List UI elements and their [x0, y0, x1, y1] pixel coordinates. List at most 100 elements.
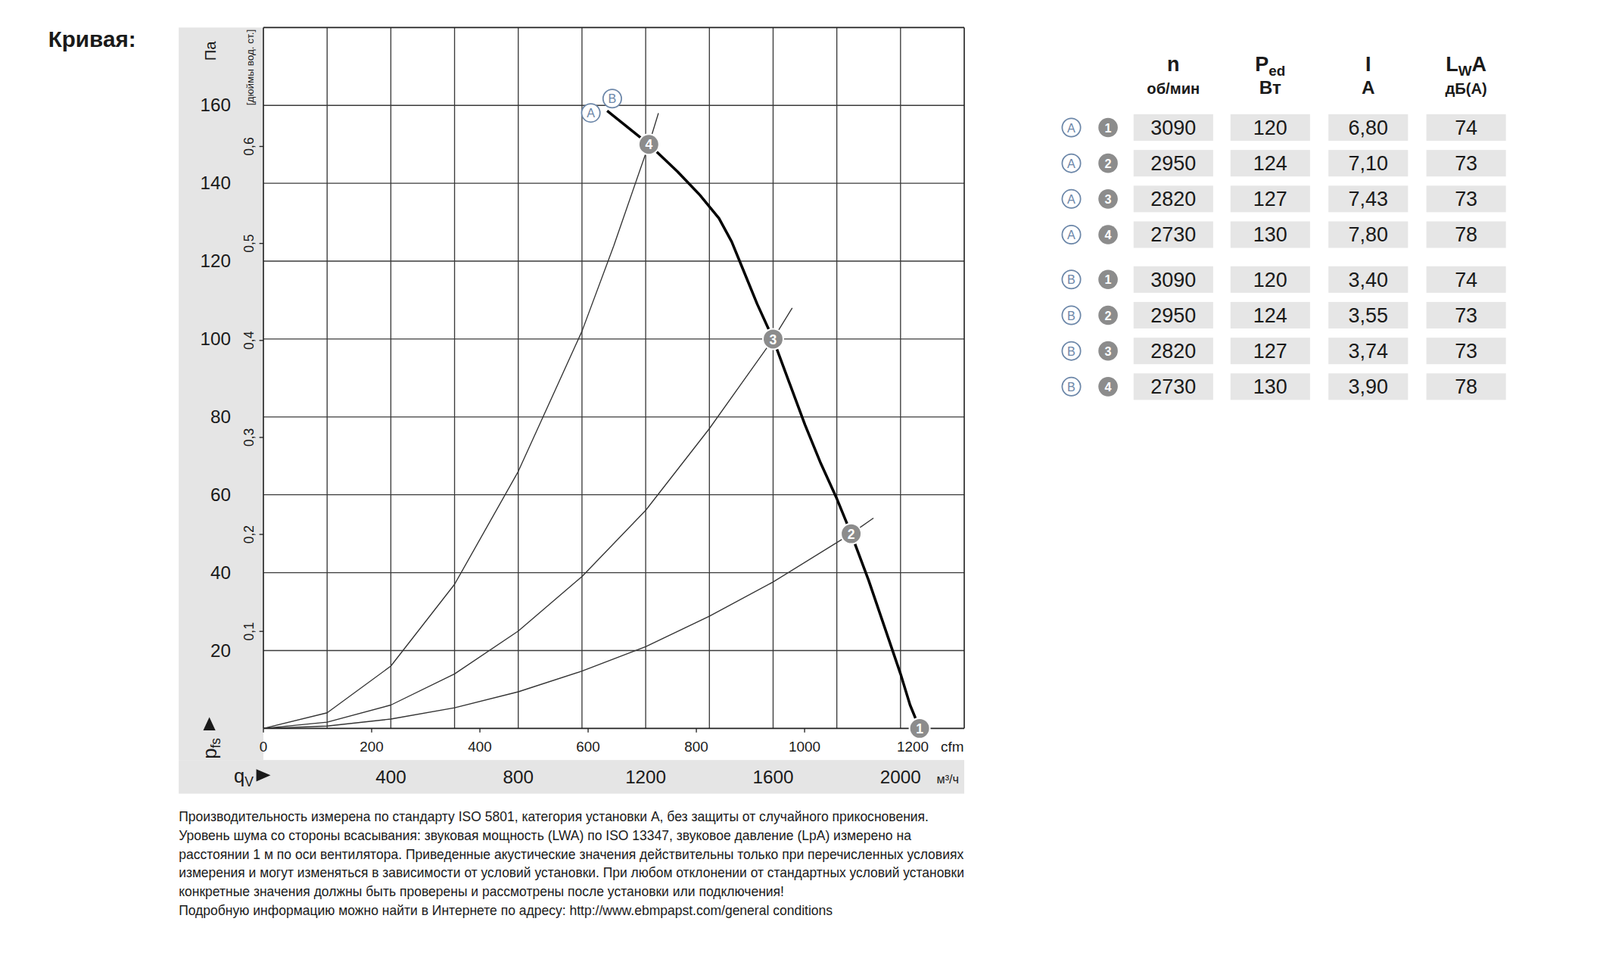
cell: 7,43 [1348, 187, 1389, 211]
cell-box [1328, 373, 1408, 400]
y2-tick [259, 242, 264, 244]
column-head-sub: ed [1268, 62, 1286, 79]
row-point: 3 [1105, 344, 1112, 358]
system-curve [263, 113, 659, 729]
frame-right [963, 27, 965, 729]
cell: 2730 [1150, 375, 1196, 399]
footnote-line: Производительность измерена по стандарту… [178, 809, 929, 825]
grid-line-y [263, 338, 965, 340]
x2-tick [803, 728, 805, 732]
row-curve-circle [1061, 270, 1081, 289]
y-axis-title-sub: fs [208, 737, 224, 749]
column-head-name: n [1167, 52, 1180, 76]
footnote-line: расстоянии 1 м по оси вентилятора. Приве… [178, 846, 964, 863]
grid-line-x-minor [326, 27, 328, 729]
cell-box [1230, 337, 1311, 365]
cell: 3,90 [1348, 375, 1389, 399]
y2-tick-label: 0,3 [241, 428, 257, 447]
row-point: 1 [1105, 121, 1112, 135]
cell-box [1426, 149, 1507, 177]
y-tick-label: 40 [210, 562, 231, 583]
grid-line-y [263, 416, 965, 418]
row-curve-circle [1061, 189, 1081, 209]
cell: 78 [1454, 375, 1478, 399]
grid-line-y [263, 572, 965, 573]
curve-label: A [586, 105, 595, 120]
y-tick-label: 80 [210, 406, 231, 427]
x2-tick-label: 400 [467, 738, 492, 755]
x2-tick [695, 728, 697, 732]
column-unit: A [1361, 77, 1376, 98]
cell: 2820 [1150, 187, 1196, 211]
grid-line-y [263, 650, 965, 651]
cell-box [1133, 185, 1214, 212]
x-tick-label: 1600 [752, 766, 794, 788]
cell-box [1426, 266, 1507, 293]
grid-line-x [899, 27, 901, 729]
x2-tick-label: 1000 [788, 738, 821, 755]
operating-point-label: 3 [769, 332, 778, 348]
y-tick-label: 60 [210, 484, 231, 505]
y-axis-title-main: p [199, 748, 221, 760]
cell: 73 [1454, 187, 1478, 211]
cell: 7,10 [1348, 152, 1389, 175]
y2-tick [259, 339, 264, 341]
footnote-line: измерения и могут изменяться в зависимос… [178, 865, 965, 881]
cell-box [1426, 301, 1507, 329]
cell-box [1133, 114, 1214, 141]
cell-box [1133, 337, 1214, 365]
x2-tick [370, 728, 372, 732]
row-point: 1 [1105, 272, 1112, 287]
row-point: 4 [1105, 379, 1112, 394]
system-curve [263, 308, 793, 729]
cell-box [1230, 221, 1311, 248]
plot-overlay: AB1234 [581, 89, 930, 739]
cell: 78 [1454, 223, 1478, 246]
row-curve: B [1067, 308, 1076, 323]
cell-box [1328, 266, 1408, 293]
fan-curve [607, 110, 920, 729]
cell: 2950 [1150, 152, 1196, 175]
chart-canvas: Кривая:20406080100120140160Па0,10,20,30,… [0, 0, 1600, 962]
x2-tick [587, 728, 589, 732]
cell-box [1328, 149, 1408, 177]
row-point-circle [1098, 189, 1118, 209]
column-head-name: P [1254, 52, 1269, 76]
y2-tick-label: 0,1 [241, 622, 257, 641]
grid-line-x [390, 27, 392, 729]
x-tick-label: 2000 [880, 766, 922, 788]
cell-box [1133, 149, 1214, 177]
grid-line-x-minor [709, 27, 710, 729]
row-curve: A [1067, 121, 1076, 135]
y-tick-label: 100 [199, 328, 231, 349]
cell-box [1426, 373, 1507, 400]
cell: 3090 [1150, 268, 1196, 292]
cell: 2950 [1150, 304, 1196, 327]
footnote-line: Уровень шума со стороны всасывания: звук… [178, 828, 912, 844]
row-curve: B [1067, 344, 1076, 358]
cell-box [1230, 114, 1311, 141]
cell-box [1426, 185, 1507, 212]
row-point: 3 [1105, 192, 1112, 206]
cell: 3,40 [1348, 268, 1389, 292]
frame-top [263, 27, 965, 29]
x-tick-label: 1200 [625, 766, 667, 788]
column-head: n [1167, 52, 1180, 76]
column-head-sub: W [1458, 62, 1473, 79]
y2-tick [259, 533, 264, 535]
cell: 74 [1454, 116, 1478, 140]
row-point-circle [1098, 341, 1118, 362]
cell-box [1328, 337, 1408, 365]
row-point-circle [1098, 270, 1118, 290]
row-point: 4 [1105, 227, 1112, 242]
y-unit: Па [202, 40, 219, 62]
cell-box [1230, 266, 1311, 293]
cell-box [1133, 373, 1214, 400]
operating-point [840, 523, 862, 545]
frame-left [262, 27, 265, 729]
x2-unit: cfm [940, 738, 964, 755]
cell: 3,55 [1348, 304, 1389, 327]
x2-tick [479, 728, 480, 732]
cell: 130 [1253, 375, 1288, 399]
y2-tick-label: 0,4 [241, 330, 257, 350]
